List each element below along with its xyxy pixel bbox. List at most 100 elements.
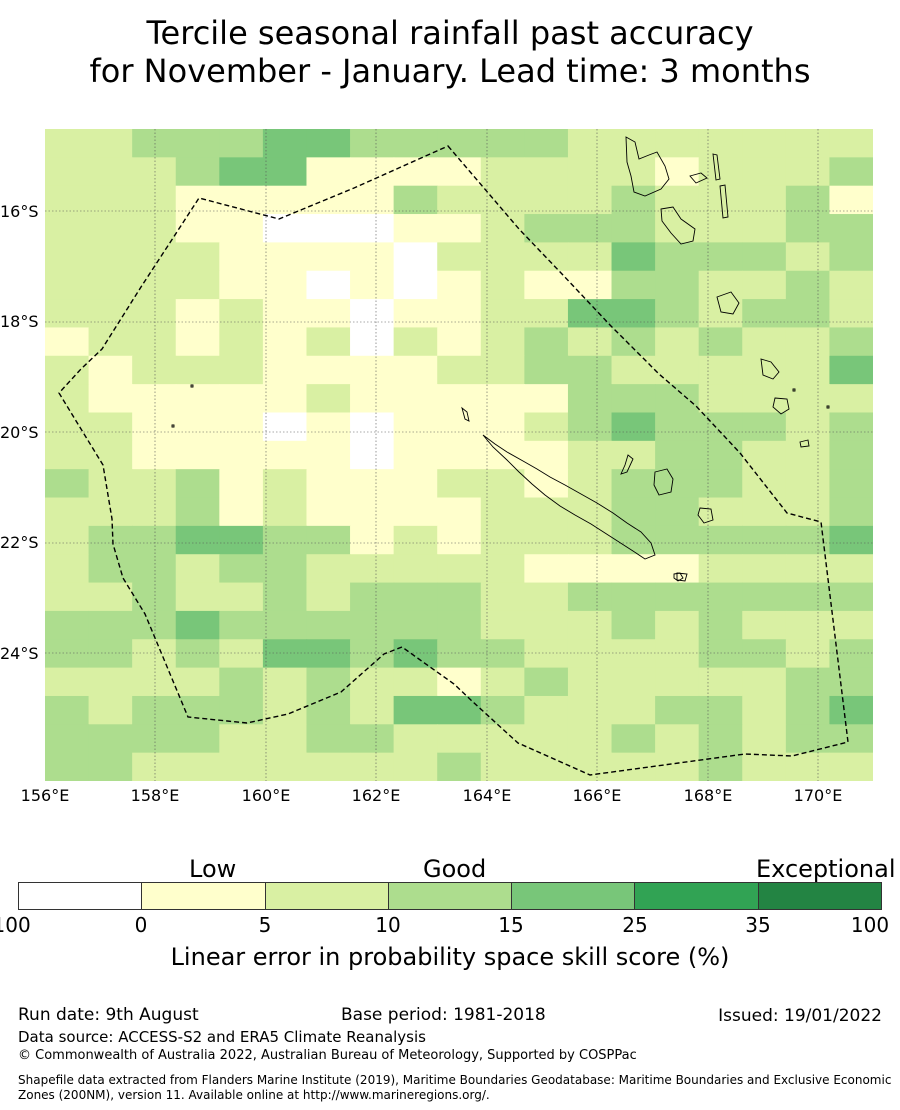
grid-cell	[437, 667, 482, 697]
grid-cell	[567, 242, 613, 272]
grid-cell	[393, 412, 438, 442]
grid-cell	[132, 525, 177, 555]
grid-cell	[698, 724, 743, 754]
lon-tick-164e: 164°E	[462, 786, 512, 805]
grid-cell	[611, 667, 656, 697]
grid-cell	[655, 440, 700, 470]
grid-cell	[45, 384, 90, 414]
grid-cell	[437, 214, 482, 243]
grid-cell	[306, 554, 351, 584]
espiritu-santo-island	[625, 136, 670, 197]
skill-grid	[45, 129, 873, 781]
grid-cell	[785, 610, 831, 640]
grid-cell	[262, 667, 308, 697]
grid-cell	[306, 214, 351, 243]
grid-cell	[742, 157, 787, 187]
grid-cell	[698, 667, 743, 697]
grid-cell	[175, 157, 220, 187]
grid-cell	[306, 469, 351, 499]
grid-cell	[132, 497, 177, 527]
grid-cell	[698, 469, 743, 499]
grid-cell	[785, 554, 831, 584]
grid-cell	[655, 639, 700, 669]
grid-cell	[262, 129, 308, 158]
grid-cell	[829, 667, 873, 697]
grid-cell	[742, 610, 787, 640]
grid-cell	[698, 752, 743, 781]
grid-cell	[567, 412, 613, 442]
grid-cell	[262, 355, 308, 385]
grid-cell	[350, 327, 395, 357]
grid-cell	[393, 384, 438, 414]
grid-cell	[132, 384, 177, 414]
grid-cell	[88, 582, 133, 612]
grid-cell	[567, 384, 613, 414]
grid-cell	[785, 469, 831, 499]
grid-cell	[567, 469, 613, 499]
grid-cell	[480, 554, 525, 584]
grid-cell	[480, 497, 525, 527]
grid-cell	[785, 242, 831, 272]
grid-cell	[175, 440, 220, 470]
grid-cell	[437, 554, 482, 584]
grid-cell	[393, 610, 438, 640]
grid-cell	[698, 440, 743, 470]
grid-cell	[829, 582, 873, 612]
grid-cell	[567, 270, 613, 300]
grid-cell	[611, 610, 656, 640]
grid-cell	[45, 327, 90, 357]
grid-cell	[437, 129, 482, 158]
grid-cell	[175, 355, 220, 385]
grid-cell	[88, 695, 133, 725]
grid-cell	[567, 610, 613, 640]
grid-cell	[567, 525, 613, 555]
grid-cell	[306, 695, 351, 725]
grid-cell	[175, 270, 220, 300]
grid-cell	[262, 242, 308, 272]
grid-cell	[88, 724, 133, 754]
grid-cell	[742, 214, 787, 243]
grid-cell	[262, 554, 308, 584]
grid-cell	[698, 554, 743, 584]
grid-cell	[175, 724, 220, 754]
grid-cell	[393, 270, 438, 300]
grid-cell	[219, 270, 264, 300]
graticule	[45, 129, 873, 781]
grid-cell	[524, 667, 569, 697]
grid-cell	[524, 185, 569, 215]
grid-cell	[611, 469, 656, 499]
grid-cell	[480, 525, 525, 555]
issued-date: Issued: 19/01/2022	[718, 1006, 882, 1026]
grid-cell	[437, 157, 482, 187]
grid-cell	[306, 185, 351, 215]
grid-cell	[262, 639, 308, 669]
grid-cell	[175, 554, 220, 584]
lat-tick-24s: 24°S	[0, 644, 39, 663]
grid-cell	[175, 582, 220, 612]
grid-cell	[262, 384, 308, 414]
grid-cell	[655, 695, 700, 725]
grid-cell	[655, 582, 700, 612]
colorbar-segment	[265, 883, 389, 909]
grid-cell	[437, 752, 482, 781]
grid-cell	[785, 639, 831, 669]
colorbar-segment	[19, 883, 143, 909]
grid-cell	[132, 469, 177, 499]
grid-cell	[393, 157, 438, 187]
grid-cell	[524, 440, 569, 470]
mare-island	[697, 507, 714, 524]
grid-cell	[480, 752, 525, 781]
grid-cell	[785, 752, 831, 781]
grid-cell	[88, 525, 133, 555]
grid-cell	[45, 724, 90, 754]
grid-cell	[742, 440, 787, 470]
grid-cell	[132, 724, 177, 754]
grid-cell	[611, 497, 656, 527]
grid-cell	[524, 639, 569, 669]
grid-cell	[567, 667, 613, 697]
grid-cell	[698, 214, 743, 243]
grid-cell	[45, 469, 90, 499]
chart-title: Tercile seasonal rainfall past accuracy …	[0, 14, 900, 90]
colorbar-label: Linear error in probability space skill …	[170, 943, 730, 971]
grid-cell	[132, 355, 177, 385]
